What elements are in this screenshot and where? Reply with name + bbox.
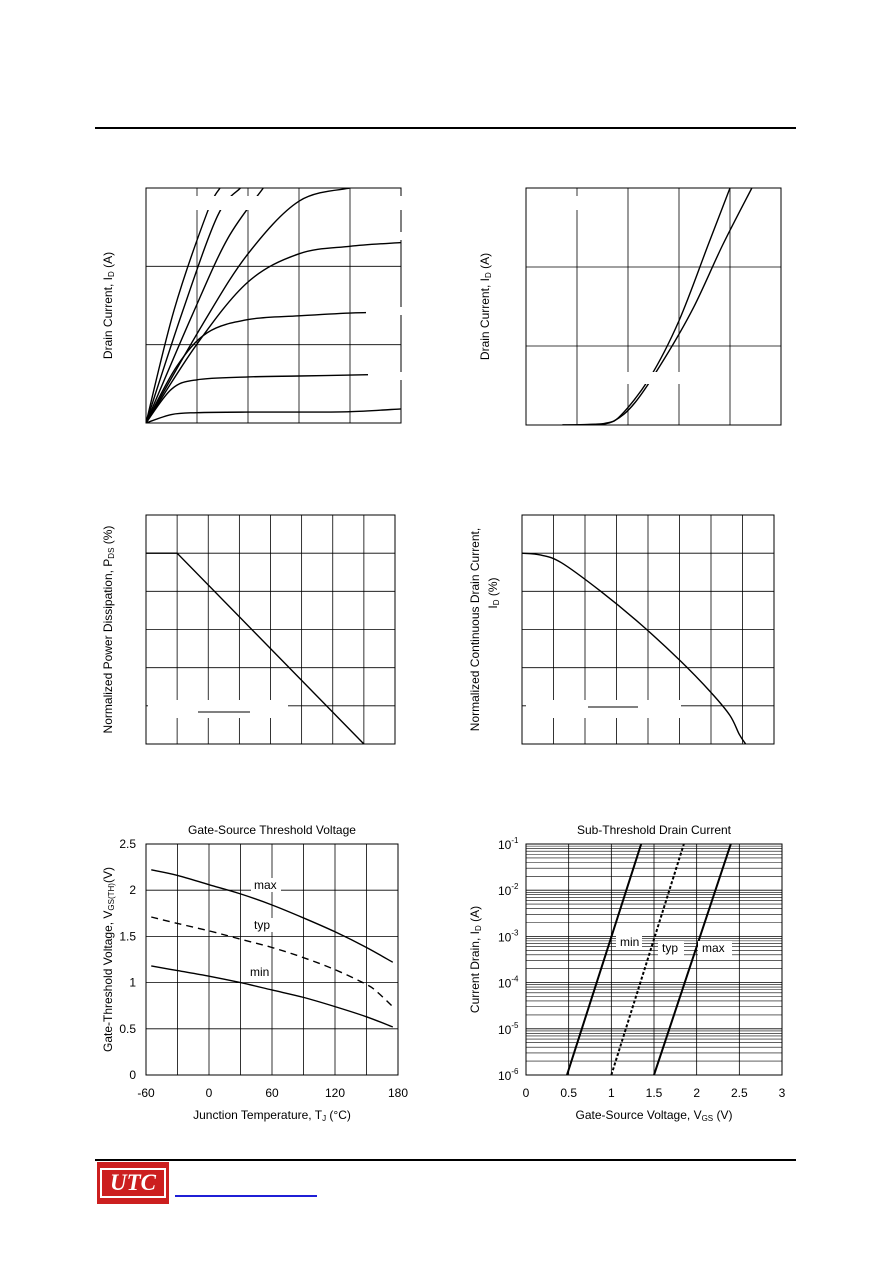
- subthreshold-x-tick-label: 2: [693, 1086, 700, 1100]
- blank-annotation-area: [560, 196, 615, 210]
- blank-annotation-area: [360, 196, 405, 210]
- output-ylabel: Drain Current, ID (A): [101, 252, 116, 359]
- subthreshold-series-max: [653, 844, 732, 1075]
- blank-annotation-area: [526, 700, 681, 718]
- power-derating-series-1: [146, 552, 365, 744]
- subthreshold-x-tick-label: 2.5: [731, 1086, 748, 1100]
- subthreshold-label-bg: [698, 941, 732, 956]
- threshold-x-tick-label: 0: [206, 1086, 213, 1100]
- subthreshold-y-tick-label: 10-2: [498, 882, 519, 898]
- threshold-y-tick-label: 1.5: [119, 929, 136, 943]
- subthreshold-y-tick-label: 10-1: [498, 836, 519, 852]
- threshold-series-max: [151, 869, 394, 963]
- subthreshold-series-label-max: max: [702, 941, 725, 955]
- threshold-series-label-min: min: [250, 965, 269, 979]
- threshold-x-tick-label: 60: [265, 1086, 279, 1100]
- threshold-xlabel: Junction Temperature, TJ (°C): [193, 1108, 351, 1123]
- threshold-x-tick-label: -60: [137, 1086, 155, 1100]
- blank-annotation-area: [630, 196, 675, 210]
- threshold-title: Gate-Source Threshold Voltage: [188, 823, 356, 837]
- subthreshold-label-bg: [616, 935, 642, 950]
- output-series-4: [146, 188, 351, 423]
- threshold-ylabel: Gate-Threshold Voltage, VGS(TH)(V): [101, 867, 116, 1052]
- subthreshold-series-label-min: min: [620, 935, 639, 949]
- transfer-frame: [525, 187, 782, 426]
- header-rule: [95, 127, 796, 129]
- output-series-5: [146, 241, 401, 423]
- threshold-label-bg: [251, 918, 275, 932]
- subthreshold-x-tick-label: 1: [608, 1086, 615, 1100]
- output-frame: [145, 187, 402, 424]
- power-derating-ylabel: Normalized Power Dissipation, PDS (%): [101, 526, 116, 734]
- blank-annotation-area: [368, 372, 404, 380]
- subthreshold-y-tick-label: 10-6: [498, 1067, 519, 1083]
- current-derating-ylabel-2: ID (%): [486, 577, 501, 608]
- subthreshold-series-min: [566, 844, 643, 1075]
- subthreshold-ylabel: Current Drain, ID (A): [468, 906, 483, 1013]
- subthreshold-x-tick-label: 0: [523, 1086, 530, 1100]
- website-link-underline[interactable]: [175, 1195, 317, 1197]
- utc-logo-frame: UTC: [100, 1168, 166, 1198]
- blank-annotation-area: [366, 232, 404, 240]
- subthreshold-y-tick-label: 10-4: [498, 975, 519, 991]
- threshold-series-label-max: max: [254, 878, 277, 892]
- threshold-label-bg: [251, 878, 281, 892]
- blank-annotation-area: [366, 307, 404, 315]
- subthreshold-x-tick-label: 0.5: [560, 1086, 577, 1100]
- threshold-series-label-typ: typ: [254, 918, 270, 932]
- output-series-3: [146, 188, 264, 423]
- output-series-6: [146, 311, 401, 423]
- threshold-y-tick-label: 2: [129, 883, 136, 897]
- threshold-x-tick-label: 120: [325, 1086, 345, 1100]
- threshold-y-tick-label: 1: [129, 976, 136, 990]
- threshold-y-tick-label: 0.5: [119, 1022, 136, 1036]
- blank-annotation-area: [196, 196, 286, 210]
- subthreshold-series-typ: [610, 844, 685, 1075]
- threshold-x-tick-label: 180: [388, 1086, 408, 1100]
- threshold-series-min: [151, 965, 394, 1028]
- transfer-chart: Drain Current, ID (A): [478, 187, 782, 426]
- subthreshold-title: Sub-Threshold Drain Current: [577, 823, 732, 837]
- transfer-series-1: [562, 188, 731, 425]
- threshold-chart: Gate-Threshold Voltage, VGS(TH)(V) Gate-S…: [101, 823, 408, 1123]
- threshold-y-tick-label: 0: [129, 1068, 136, 1082]
- footer-rule: [95, 1159, 796, 1161]
- subthreshold-series-label-typ: typ: [662, 941, 678, 955]
- transfer-ylabel: Drain Current, ID (A): [478, 253, 493, 360]
- output-series-7: [146, 373, 401, 423]
- output-series-8: [146, 408, 401, 423]
- subthreshold-y-tick-label: 10-3: [498, 928, 519, 944]
- utc-logo-text: UTC: [110, 1170, 156, 1195]
- output-chart: Drain Current, ID (A): [101, 187, 402, 424]
- current-derating-ylabel: Normalized Continuous Drain Current,: [468, 528, 482, 731]
- subthreshold-y-tick-label: 10-5: [498, 1021, 519, 1037]
- blank-annotation-area: [148, 700, 288, 718]
- subthreshold-label-bg: [658, 941, 684, 956]
- subthreshold-xlabel: Gate-Source Voltage, VGS (V): [576, 1108, 733, 1123]
- blank-annotation-area: [600, 372, 680, 384]
- threshold-label-bg: [247, 965, 271, 979]
- transfer-series-2: [562, 188, 753, 425]
- current-derating-series-1: [522, 552, 747, 744]
- threshold-y-tick-label: 2.5: [119, 837, 136, 851]
- subthreshold-x-tick-label: 1.5: [646, 1086, 663, 1100]
- utc-logo: UTC: [97, 1162, 169, 1204]
- subthreshold-x-tick-label: 3: [779, 1086, 786, 1100]
- subthreshold-chart: Current Drain, ID (A) Sub-Threshold Drain…: [468, 823, 786, 1123]
- threshold-series-typ: [151, 916, 394, 1008]
